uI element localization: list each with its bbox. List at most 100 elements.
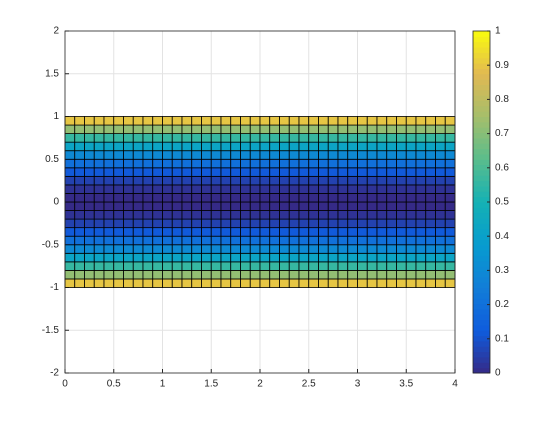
cell (230, 124, 241, 135)
colorbar-segment (473, 95, 490, 101)
cell (415, 269, 427, 280)
cell (230, 116, 241, 126)
cell (444, 235, 456, 246)
cell (444, 210, 456, 220)
colorbar-segment (473, 132, 490, 139)
colorbar-tick-label: 0.2 (495, 299, 509, 310)
cell (347, 235, 358, 246)
cell (435, 158, 446, 169)
cell (357, 167, 368, 177)
cell (113, 227, 124, 237)
cell (366, 167, 378, 177)
cell (386, 133, 397, 143)
cell (269, 210, 280, 220)
cell (142, 124, 154, 135)
cell (230, 167, 241, 177)
cell (210, 218, 222, 229)
cell (210, 124, 222, 135)
cell (269, 141, 280, 152)
cell (444, 158, 456, 169)
cell (279, 210, 290, 220)
cell (259, 244, 271, 254)
cell (249, 227, 261, 237)
cell (74, 210, 85, 220)
cell (366, 184, 378, 194)
cell (240, 278, 251, 288)
cell (171, 133, 183, 143)
cell (298, 218, 310, 229)
cell (201, 252, 212, 263)
cell (337, 278, 349, 288)
cell (191, 261, 202, 271)
cell (123, 167, 134, 177)
cell (415, 158, 427, 169)
y-tick-label: 1.5 (45, 68, 59, 79)
cell (298, 193, 310, 203)
cell (230, 218, 241, 229)
cell (210, 158, 222, 169)
cell (269, 244, 280, 254)
cell (444, 269, 456, 280)
cell (318, 244, 329, 254)
cell (376, 269, 388, 280)
cell (415, 235, 427, 246)
cell (84, 235, 95, 246)
cell (162, 133, 173, 143)
cell (181, 184, 193, 194)
cell (425, 278, 436, 288)
cell (64, 210, 76, 220)
cell (415, 193, 427, 203)
cell (64, 244, 76, 254)
cell (337, 175, 349, 186)
cell (123, 278, 134, 288)
cell (113, 244, 124, 254)
cell (181, 124, 193, 135)
cell (249, 261, 261, 271)
cell (405, 116, 417, 126)
cell (269, 227, 280, 237)
cell (347, 269, 358, 280)
cell (230, 133, 241, 143)
cell (308, 278, 319, 288)
cell (396, 227, 407, 237)
cell (103, 141, 115, 152)
cell (171, 244, 183, 254)
cell (337, 244, 349, 254)
cell (201, 269, 212, 280)
cell (191, 184, 202, 194)
cell (181, 278, 193, 288)
cell (123, 133, 134, 143)
colorbar-segment (473, 175, 490, 182)
x-tick-label: 0 (62, 379, 68, 390)
cell (435, 133, 446, 143)
x-tick-label: 0.5 (107, 379, 121, 390)
cell (152, 244, 163, 254)
cell (191, 133, 202, 143)
cell (376, 244, 388, 254)
cell (327, 261, 339, 271)
cell (405, 184, 417, 194)
cell (259, 235, 271, 246)
colorbar-segment (473, 31, 490, 37)
cell (425, 150, 436, 160)
cell (396, 184, 407, 194)
cell (210, 141, 222, 152)
cell (240, 235, 251, 246)
cell (386, 158, 397, 169)
cell (249, 124, 261, 135)
cell (162, 278, 173, 288)
colorbar-segment (473, 324, 490, 331)
cell (240, 141, 251, 152)
cell (425, 193, 436, 203)
cell (366, 150, 378, 160)
colorbar-segment (473, 84, 490, 91)
cell (171, 252, 183, 263)
cell (366, 133, 378, 143)
cell (366, 261, 378, 271)
cell (84, 193, 95, 203)
cell (240, 201, 251, 211)
cell (308, 158, 319, 169)
cell (210, 150, 222, 160)
cell (347, 278, 358, 288)
cell (288, 252, 300, 263)
